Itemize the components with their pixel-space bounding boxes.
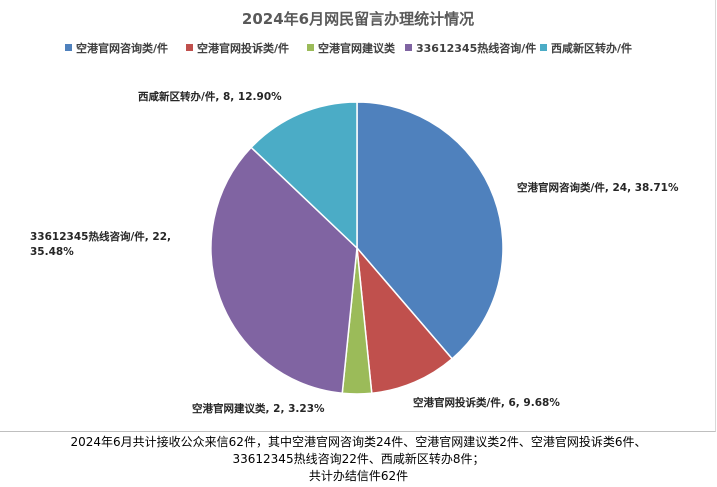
legend-label-4: 33612345热线咨询/件: [416, 41, 536, 55]
summary-line-1: 2024年6月共计接收公众来信62件，其中空港官网咨询类24件、空港官网建议类2…: [70, 435, 647, 449]
pie-slice-1: [356, 101, 504, 360]
data-label-1: 空港官网咨询类/件, 24, 38.71%: [517, 181, 679, 194]
data-label-4: 33612345热线咨询/件, 22, 35.48%: [30, 230, 171, 258]
summary-note: 2024年6月共计接收公众来信62件，其中空港官网咨询类24件、空港官网建议类2…: [0, 432, 717, 487]
chart-title: 2024年6月网民留言办理统计情况: [242, 10, 474, 28]
pie-slice-2: [356, 245, 454, 395]
pie-data-labels: 空港官网咨询类/件, 24, 38.71% 空港官网投诉类/件, 6, 9.68%…: [30, 90, 679, 415]
data-label-3: 空港官网建议类, 2, 3.23%: [192, 402, 325, 415]
pie-slice-4: [210, 146, 358, 395]
data-label-5: 西咸新区转办/件, 8, 12.90%: [138, 90, 282, 103]
chart-frame: [0, 0, 716, 432]
legend-label-3: 空港官网建议类: [318, 41, 396, 55]
legend-swatch-4: [405, 44, 412, 51]
legend-label-2: 空港官网投诉类/件: [197, 41, 289, 55]
legend-swatch-1: [65, 44, 72, 51]
pie-chart: 2024年6月网民留言办理统计情况 空港官网咨询类/件 空港官网投诉类/件 空港官网…: [30, 10, 679, 415]
legend-swatch-5: [540, 44, 547, 51]
pie-slice-5: [250, 101, 358, 250]
pie-slices: [210, 101, 504, 395]
legend-label-5: 西咸新区转办/件: [551, 41, 632, 55]
data-label-2: 空港官网投诉类/件, 6, 9.68%: [413, 396, 560, 409]
legend-swatch-2: [186, 44, 193, 51]
summary-line-2: 33612345热线咨询22件、西咸新区转办8件；: [232, 452, 485, 466]
chart-legend: 空港官网咨询类/件 空港官网投诉类/件 空港官网建议类 33612345热线咨询/件 西…: [65, 41, 632, 55]
legend-label-1: 空港官网咨询类/件: [76, 41, 168, 55]
summary-line-3: 共计办结信件62件: [308, 469, 409, 483]
legend-swatch-3: [307, 44, 314, 51]
